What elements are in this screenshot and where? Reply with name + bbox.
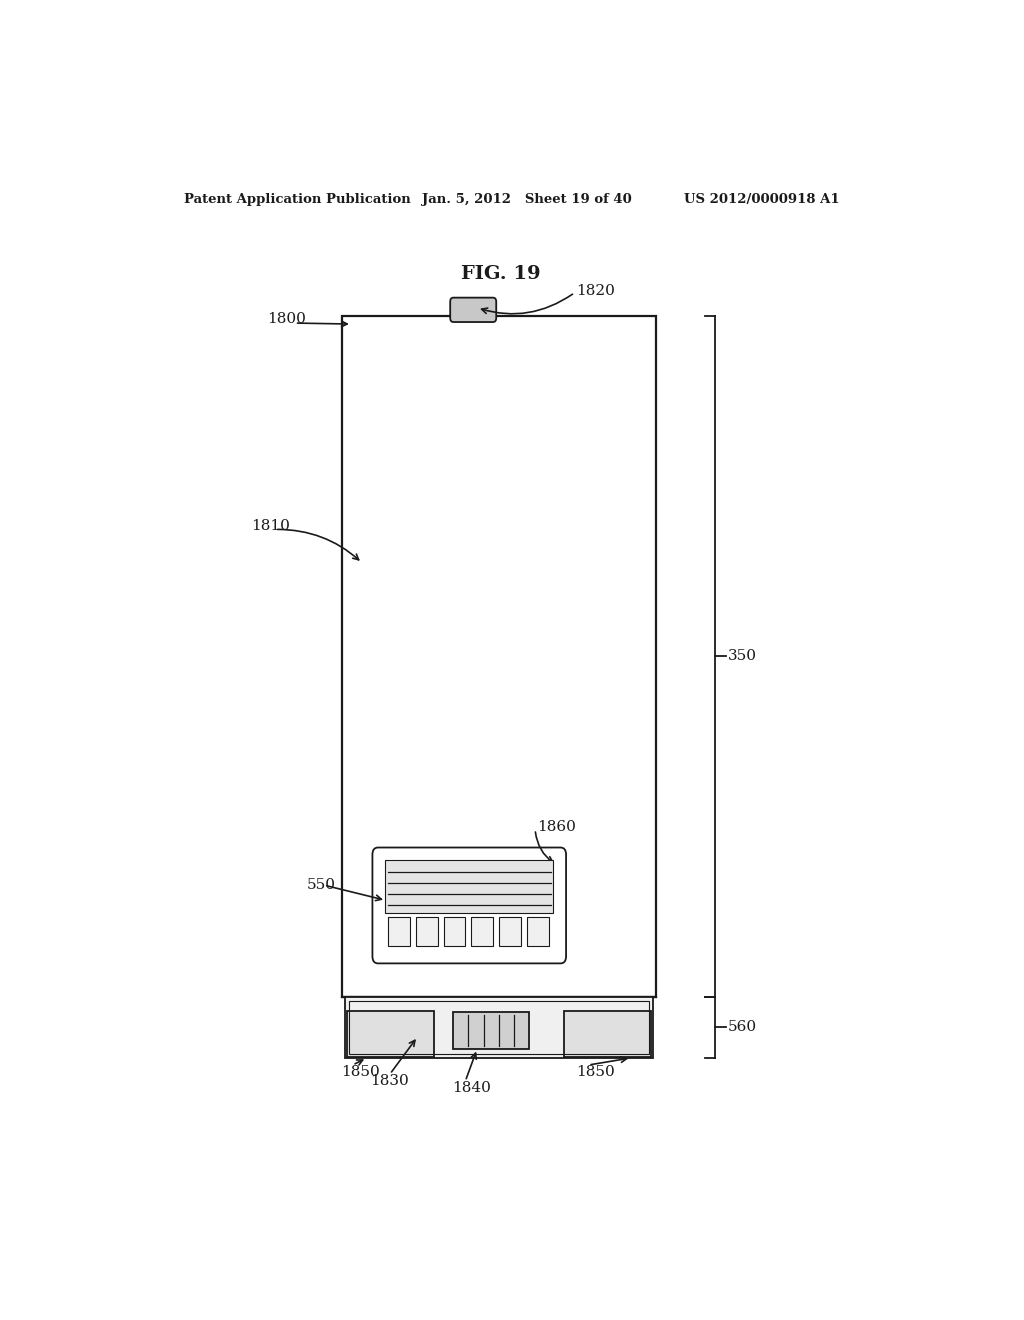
Bar bbox=[342, 315, 655, 997]
Bar bbox=[471, 916, 494, 946]
Text: 1860: 1860 bbox=[537, 820, 575, 834]
Text: 1840: 1840 bbox=[452, 1081, 490, 1096]
Text: 1830: 1830 bbox=[370, 1074, 409, 1088]
Text: Jan. 5, 2012   Sheet 19 of 40: Jan. 5, 2012 Sheet 19 of 40 bbox=[422, 193, 632, 206]
Text: 1820: 1820 bbox=[577, 284, 615, 297]
Bar bbox=[388, 916, 410, 946]
Bar bbox=[347, 1011, 433, 1057]
Text: 560: 560 bbox=[728, 1020, 757, 1035]
Text: 350: 350 bbox=[728, 649, 757, 664]
FancyBboxPatch shape bbox=[373, 847, 566, 964]
Text: 1850: 1850 bbox=[341, 1065, 380, 1078]
Bar bbox=[348, 1001, 649, 1053]
Bar bbox=[500, 916, 521, 946]
Bar bbox=[564, 1011, 651, 1057]
Bar bbox=[345, 997, 653, 1057]
Bar bbox=[527, 916, 549, 946]
Bar bbox=[416, 916, 437, 946]
Bar bbox=[443, 916, 465, 946]
Text: FIG. 19: FIG. 19 bbox=[461, 265, 541, 282]
Text: 550: 550 bbox=[306, 878, 336, 892]
Text: Patent Application Publication: Patent Application Publication bbox=[183, 193, 411, 206]
Bar bbox=[454, 1012, 528, 1049]
FancyBboxPatch shape bbox=[451, 297, 497, 322]
Text: US 2012/0000918 A1: US 2012/0000918 A1 bbox=[684, 193, 839, 206]
Text: 1810: 1810 bbox=[251, 519, 290, 533]
Text: 1850: 1850 bbox=[577, 1065, 615, 1078]
Bar bbox=[385, 859, 553, 912]
Text: 1800: 1800 bbox=[267, 312, 306, 326]
